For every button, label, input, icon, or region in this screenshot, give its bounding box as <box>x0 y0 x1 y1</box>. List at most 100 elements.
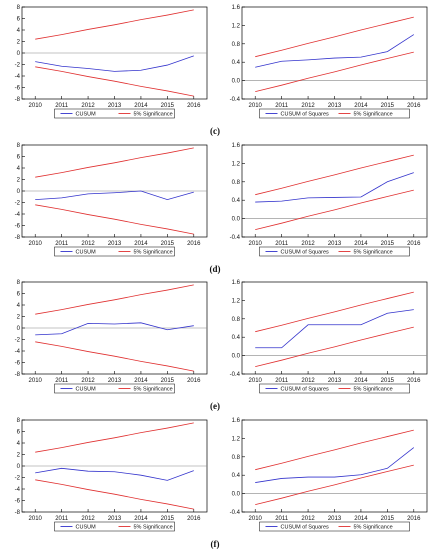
y-tick-label: -0.4 <box>230 235 241 241</box>
chart-panel-2: -0.4 0.0 0.4 0.8 1.2 1.6 2010 2011 2012 2013 2014 2… <box>230 5 428 119</box>
x-tick-label: 2013 <box>108 103 122 109</box>
y-tick-label: -0.4 <box>230 510 241 516</box>
x-tick-label: 2012 <box>301 378 315 384</box>
y-tick-label: 1.6 <box>232 280 241 286</box>
y-tick-label: -2 <box>15 338 21 344</box>
chart-panel-4: -0.4 0.0 0.4 0.8 1.2 1.6 2010 2011 2012 2013 2014 2… <box>230 143 428 257</box>
y-tick-label: -8 <box>15 372 21 378</box>
panel-label: (f) <box>211 539 220 549</box>
y-tick-label: 0 <box>17 464 21 470</box>
y-tick-label: -4 <box>15 487 21 493</box>
stat-line <box>255 34 415 68</box>
y-tick-label: -0.4 <box>230 97 241 103</box>
y-tick-label: 0.0 <box>232 217 241 223</box>
y-tick-label: -4 <box>15 349 21 355</box>
y-tick-label: -2 <box>15 201 21 207</box>
x-tick-label: 2016 <box>187 103 201 109</box>
x-tick-label: 2015 <box>161 378 175 384</box>
stat-line <box>35 322 194 336</box>
x-tick-label: 2011 <box>275 103 289 109</box>
x-tick-label: 2012 <box>301 103 315 109</box>
x-tick-label: 2010 <box>29 103 43 109</box>
upper-bound-line <box>35 9 194 40</box>
legend-box <box>54 246 175 257</box>
x-tick-label: 2013 <box>328 516 342 522</box>
x-tick-label: 2014 <box>134 516 148 522</box>
x-tick-label: 2015 <box>381 103 395 109</box>
x-tick-label: 2010 <box>249 378 263 384</box>
legend-box <box>54 521 175 532</box>
x-tick-label: 2015 <box>161 241 175 247</box>
y-tick-label: 6 <box>17 292 21 298</box>
x-tick-label: 2011 <box>55 516 69 522</box>
stat-line <box>255 309 414 349</box>
y-tick-label: 2 <box>17 315 21 321</box>
lower-bound-line <box>255 326 414 368</box>
y-tick-label: -8 <box>15 510 21 516</box>
x-tick-label: 2012 <box>301 516 315 522</box>
stat-line <box>35 190 194 201</box>
upper-bound-line <box>255 154 414 196</box>
x-tick-label: 2016 <box>187 516 201 522</box>
legend-box <box>54 108 175 119</box>
legend-box <box>259 521 410 532</box>
upper-bound-line <box>35 284 194 315</box>
y-tick-label: 0 <box>17 189 21 195</box>
legend-label-stat: CUSUM of Squares <box>281 112 330 118</box>
legend-label-significance: 5% Significance <box>134 250 173 256</box>
y-tick-label: 0.8 <box>232 317 241 323</box>
x-tick-label: 2015 <box>381 378 395 384</box>
x-tick-label: 2015 <box>161 516 175 522</box>
legend-label-significance: 5% Significance <box>134 112 173 118</box>
x-tick-label: 2015 <box>381 241 395 247</box>
y-tick-label: 8 <box>17 143 21 149</box>
lower-bound-line <box>255 464 414 506</box>
x-tick-label: 2012 <box>81 103 95 109</box>
y-tick-label: 6 <box>17 430 21 436</box>
legend-label-stat: CUSUM of Squares <box>281 525 330 531</box>
legend-box <box>54 383 175 394</box>
y-tick-label: -8 <box>15 97 21 103</box>
x-tick-label: 2016 <box>407 516 421 522</box>
y-tick-label: 8 <box>17 280 21 286</box>
legend-label-stat: CUSUM of Squares <box>281 250 330 256</box>
x-tick-label: 2014 <box>134 103 148 109</box>
y-tick-label: -0.4 <box>230 372 241 378</box>
x-tick-label: 2010 <box>29 378 43 384</box>
y-tick-label: 0.0 <box>232 492 241 498</box>
legend-label-stat: CUSUM <box>76 250 97 256</box>
y-tick-label: 1.6 <box>232 418 241 424</box>
x-tick-label: 2016 <box>187 241 201 247</box>
legend-box <box>259 246 410 257</box>
panel-label: (c) <box>210 126 220 136</box>
legend-box <box>259 108 410 119</box>
legend-label-stat: CUSUM <box>76 387 97 393</box>
y-tick-label: 1.2 <box>232 298 241 304</box>
x-tick-label: 2011 <box>55 103 69 109</box>
y-tick-label: 6 <box>17 155 21 161</box>
lower-bound-line <box>255 51 414 93</box>
x-tick-label: 2012 <box>81 378 95 384</box>
chart-panel-3: -8 -6 -4 -2 0 2 4 6 8 2010 2011 2012 2013 2014 2015 201… <box>15 143 208 257</box>
x-tick-label: 2013 <box>108 516 122 522</box>
y-tick-label: -6 <box>15 361 21 367</box>
y-tick-label: -4 <box>15 212 21 218</box>
stat-line <box>255 172 414 203</box>
y-tick-label: 6 <box>17 17 21 23</box>
legend-label-significance: 5% Significance <box>354 250 393 256</box>
x-tick-label: 2014 <box>354 241 368 247</box>
y-tick-label: -2 <box>15 63 21 69</box>
lower-bound-line <box>35 479 194 510</box>
y-tick-label: 0.8 <box>232 42 241 48</box>
y-tick-label: 1.6 <box>232 5 241 11</box>
x-tick-label: 2010 <box>249 516 263 522</box>
x-tick-label: 2014 <box>134 241 148 247</box>
x-tick-label: 2010 <box>249 103 263 109</box>
y-tick-label: 0.4 <box>232 473 241 479</box>
y-tick-label: 1.2 <box>232 436 241 442</box>
x-tick-label: 2014 <box>354 378 368 384</box>
y-tick-label: 1.2 <box>232 23 241 29</box>
x-tick-label: 2014 <box>354 516 368 522</box>
x-tick-label: 2011 <box>275 241 289 247</box>
